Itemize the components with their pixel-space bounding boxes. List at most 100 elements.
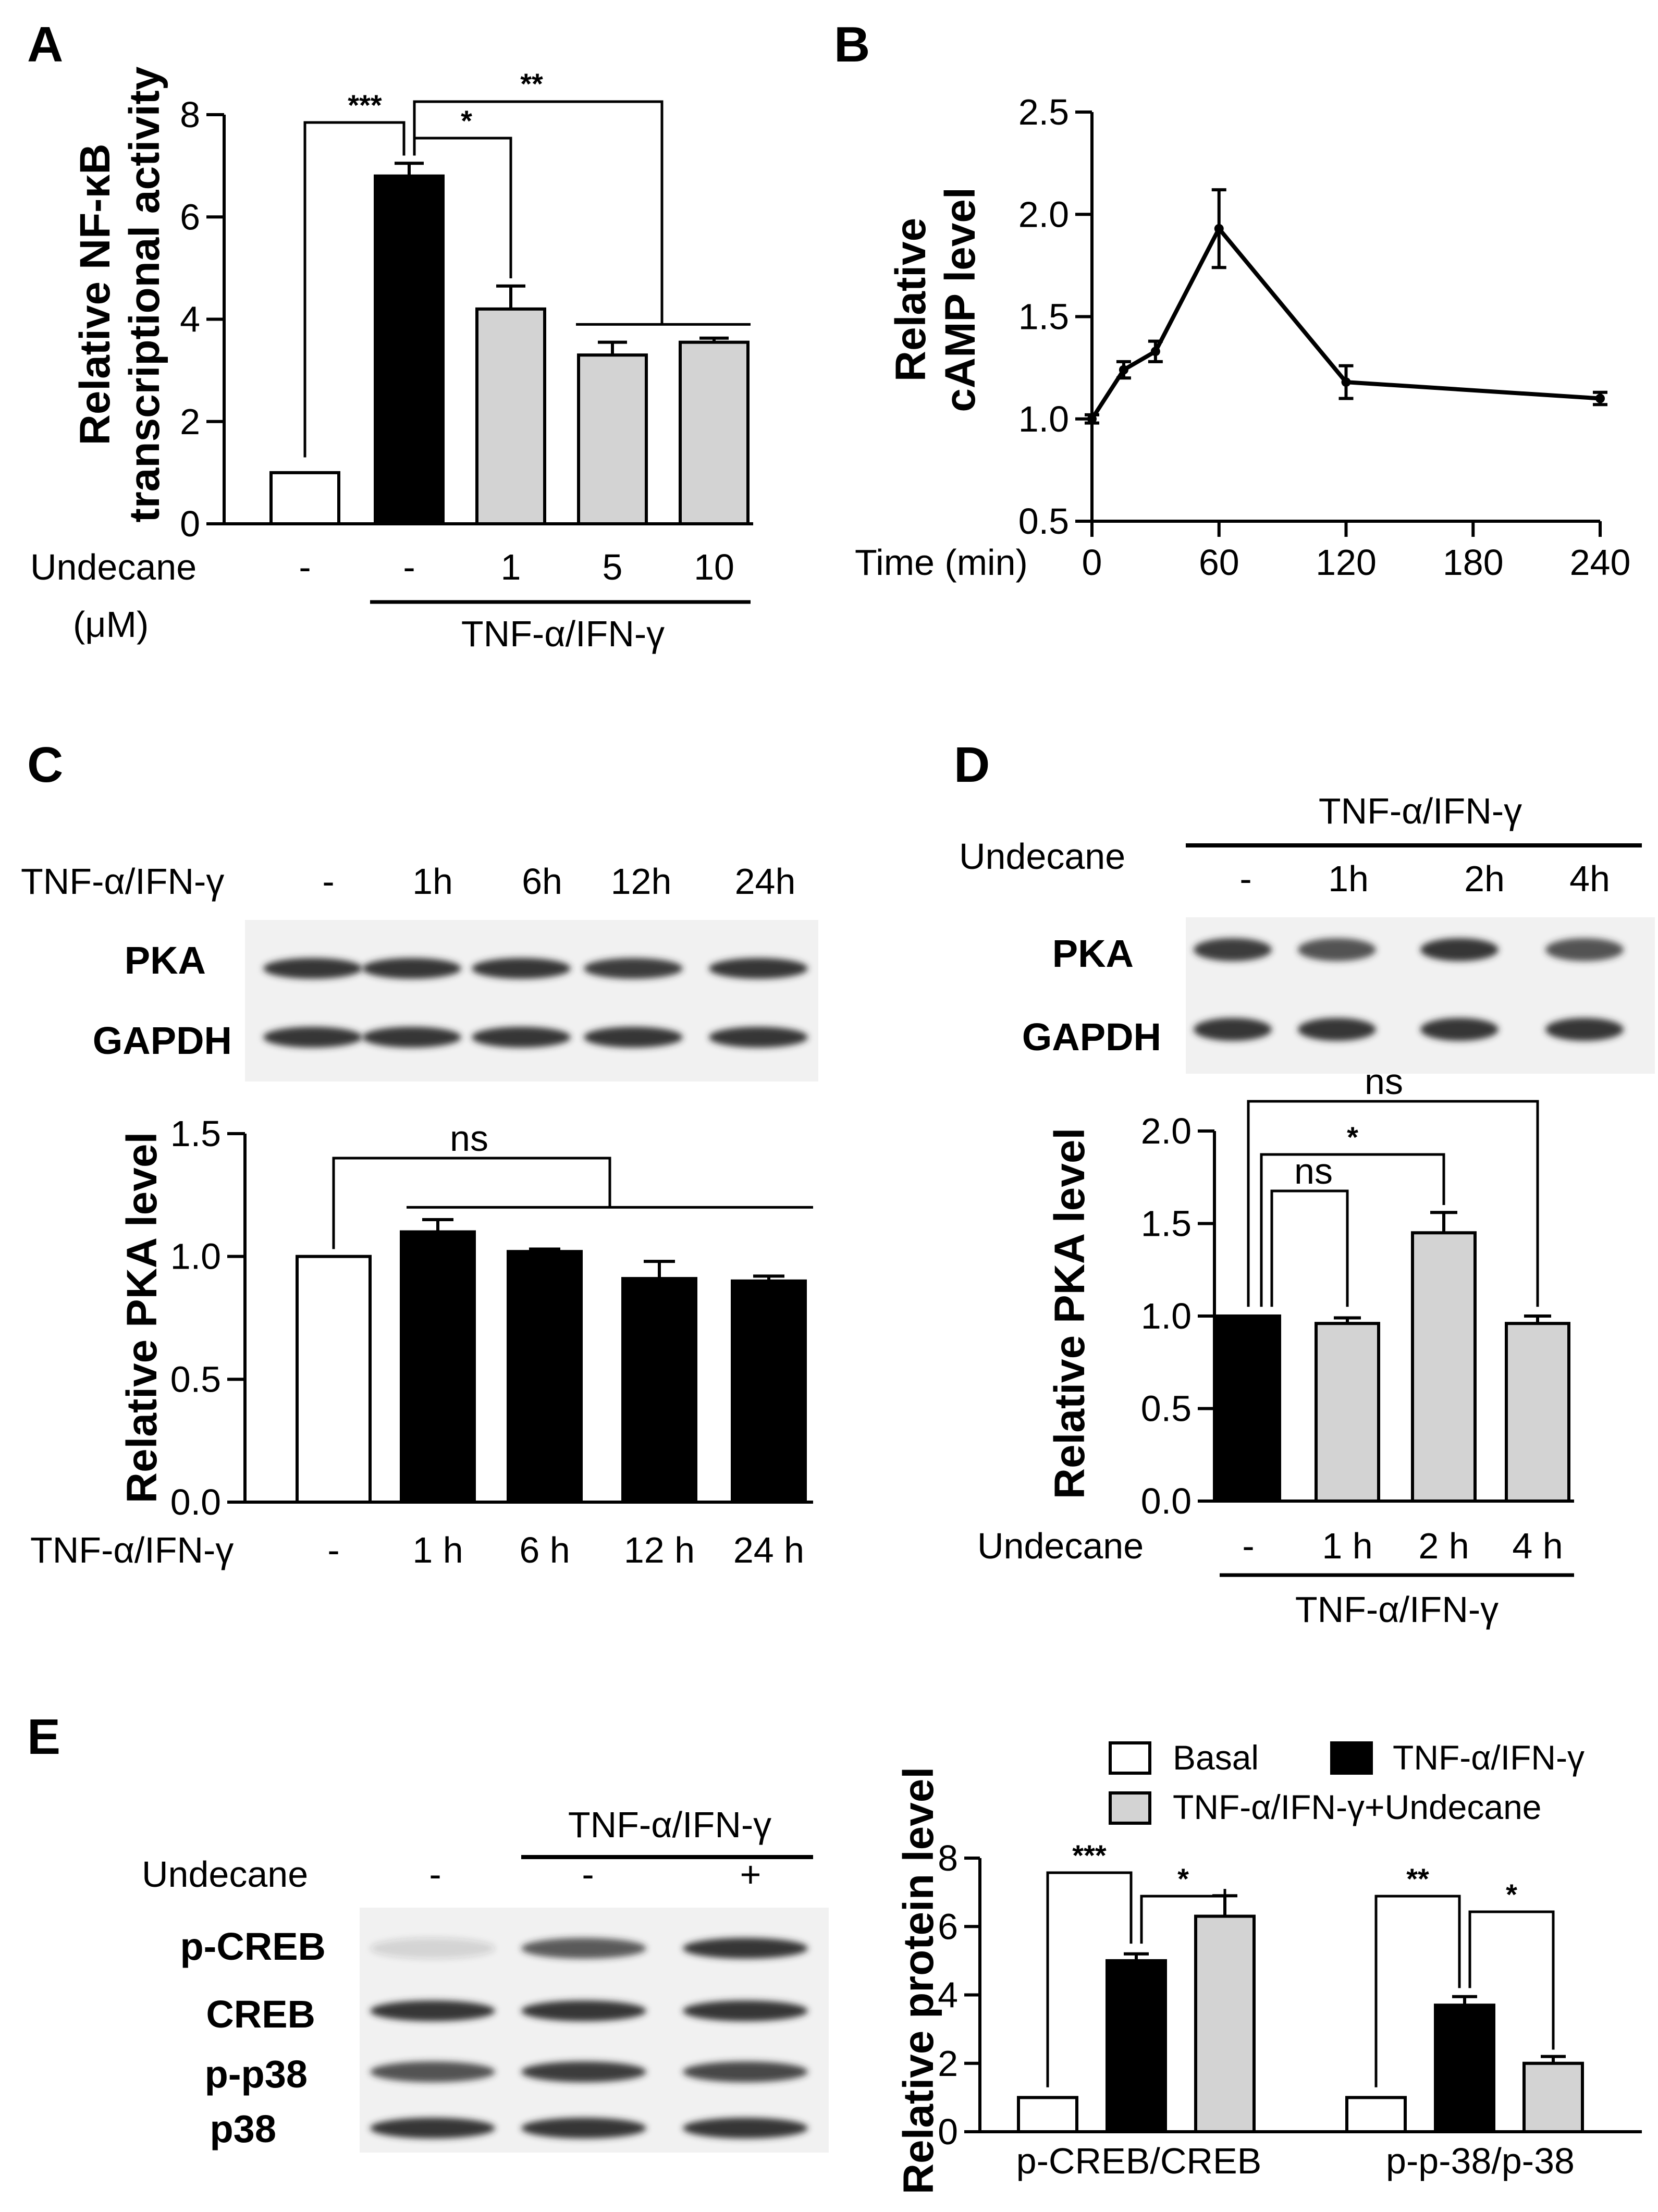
panel-d-blot-band: [1545, 938, 1624, 961]
panel-c-x-tick-label: 6 h: [519, 1530, 570, 1570]
panel-e-blot-row-label: Undecane: [142, 1854, 308, 1895]
panel-a: A Relative NF-κB transcriptional activit…: [27, 17, 753, 654]
panel-d-group-label: TNF-α/IFN-γ: [1295, 1589, 1499, 1630]
panel-c: C TNF-α/IFN-γ - 1h 6h 12h 24h PKA GAPDH …: [21, 737, 818, 1570]
panel-e-blot-band: [521, 1938, 646, 1959]
panel-e-y-tick-label: 4: [938, 1975, 958, 2016]
panel-e-blot-band: [370, 2000, 495, 2021]
panel-e-blot-row-pcreb: p-CREB: [180, 1925, 326, 1968]
legend-label-basal: Basal: [1173, 1738, 1259, 1777]
panel-a-ylabel-line2: transcriptional activity: [121, 66, 168, 522]
panel-d-row-label: Undecane: [977, 1526, 1144, 1566]
panel-d-label: D: [954, 737, 990, 793]
panel-d-y-tick-label: 1.5: [1141, 1203, 1192, 1244]
significance-bracket: [1046, 1871, 1133, 2087]
panel-e-y-tick-label: 0: [938, 2111, 958, 2152]
significance-bracket: [1247, 1100, 1539, 1307]
significance-bracket: [1260, 1153, 1445, 1307]
panel-b-x-tick-label: 0: [1082, 542, 1102, 583]
panel-c-blot-band: [584, 958, 683, 979]
panel-d-blot-band: [1298, 1018, 1376, 1041]
panel-e-blot-row-creb: CREB: [206, 1993, 315, 2036]
panel-c-ylabel: Relative PKA level: [118, 1132, 166, 1504]
panel-e-bar: [1345, 2096, 1407, 2133]
panel-c-blot-treatment-label: TNF-α/IFN-γ: [21, 861, 224, 902]
panel-d-blot-band: [1194, 938, 1272, 961]
panel-c-blot-image: [245, 920, 818, 1082]
panel-b-y-tick-label: 0.5: [1018, 501, 1069, 542]
significance-bracket: [413, 100, 664, 325]
panel-d-bar: [1411, 1231, 1477, 1503]
panel-e-blot-row-p38: p38: [210, 2107, 276, 2150]
panel-a-x-tick-label: 5: [603, 547, 623, 587]
significance-label: *: [1177, 1862, 1189, 1895]
panel-c-x-tick-label: 1 h: [412, 1530, 463, 1570]
panel-a-x-tick-label: 1: [501, 547, 521, 587]
panel-b-x-tick-label: 120: [1316, 542, 1377, 583]
panel-c-blot-band: [472, 958, 571, 979]
panel-c-blot-lane: -: [322, 861, 334, 902]
panel-c-blot-band: [362, 958, 461, 979]
panel-a-row-unit: (μM): [73, 604, 149, 645]
panel-a-bar: [269, 471, 340, 525]
panel-c-y-tick-label: 0.5: [170, 1359, 221, 1399]
panel-c-x-tick-label: 24 h: [733, 1530, 804, 1570]
legend-swatch-tnf: [1330, 1741, 1373, 1775]
panel-e-x-tick-label: p-p-38/p-38: [1386, 2141, 1575, 2181]
significance-bracket: [332, 1157, 611, 1249]
panel-c-bar: [296, 1255, 372, 1504]
panel-e-y-tick-label: 6: [938, 1906, 958, 1947]
panel-e-bar: [1522, 2061, 1584, 2133]
panel-e-bar: [1017, 2096, 1078, 2133]
panel-c-row-label: TNF-α/IFN-γ: [30, 1530, 234, 1570]
panel-a-y-tick-label: 8: [180, 94, 200, 135]
panel-b-x-tick-label: 60: [1199, 542, 1239, 583]
panel-e-blot-band: [370, 2061, 495, 2082]
legend-swatch-tnf-undecane: [1109, 1791, 1151, 1825]
significance-label: ***: [348, 89, 382, 121]
panel-c-blot-band: [584, 1027, 683, 1048]
legend-label-tnf: TNF-α/IFN-γ: [1393, 1738, 1585, 1777]
panel-e-blot-band: [370, 1938, 495, 1959]
panel-c-y-tick-label: 1.0: [170, 1236, 221, 1277]
panel-a-bar: [374, 174, 445, 525]
panel-c-blot-row-gapdh: GAPDH: [93, 1019, 232, 1062]
panel-a-x-tick-label: -: [403, 547, 415, 587]
significance-label: ***: [1072, 1839, 1107, 1872]
panel-b-point: [1214, 224, 1224, 234]
panel-e-blot-lane: -: [429, 1854, 441, 1895]
significance-label: **: [1406, 1862, 1429, 1895]
panel-a-bar: [679, 340, 750, 525]
panel-b-ylabel-line2: cAMP level: [937, 187, 984, 412]
panel-d-blot-lane: 4h: [1569, 858, 1610, 899]
panel-c-bar: [621, 1277, 697, 1504]
panel-c-blot-band: [709, 958, 808, 979]
panel-e-label: E: [27, 1709, 60, 1765]
legend-swatch-basal: [1109, 1741, 1151, 1775]
panel-e-x-tick-label: p-CREB/CREB: [1016, 2141, 1262, 2181]
panel-c-y-tick-label: 0.0: [170, 1482, 221, 1522]
panel-d-blot-band: [1420, 1018, 1499, 1041]
panel-e: E TNF-α/IFN-γ Undecane - - + p-CREB CREB…: [27, 1709, 1642, 2194]
panel-e-bar: [1434, 2004, 1495, 2133]
panel-e-legend: Basal TNF-α/IFN-γ TNF-α/IFN-γ+Undecane: [1109, 1738, 1585, 1826]
panel-b-x-tick-label: 180: [1443, 542, 1504, 583]
panel-d-bar: [1315, 1322, 1380, 1503]
significance-bracket: [303, 121, 406, 458]
panel-c-blot-band: [709, 1027, 808, 1048]
panel-d-blot-row-pka: PKA: [1052, 932, 1134, 975]
panel-d-blot-image: [1186, 917, 1655, 1074]
panel-d-bar: [1215, 1314, 1281, 1503]
panel-a-label: A: [27, 17, 63, 72]
panel-e-blot-band: [521, 2061, 646, 2082]
panel-d-blot-band: [1420, 938, 1499, 961]
significance-label: ns: [1294, 1151, 1333, 1191]
panel-d-blot-lane: 2h: [1464, 858, 1505, 899]
panel-c-blot-lane: 1h: [412, 861, 453, 902]
panel-c-blot-band: [263, 958, 362, 979]
panel-e-blot-lane: -: [582, 1854, 594, 1895]
